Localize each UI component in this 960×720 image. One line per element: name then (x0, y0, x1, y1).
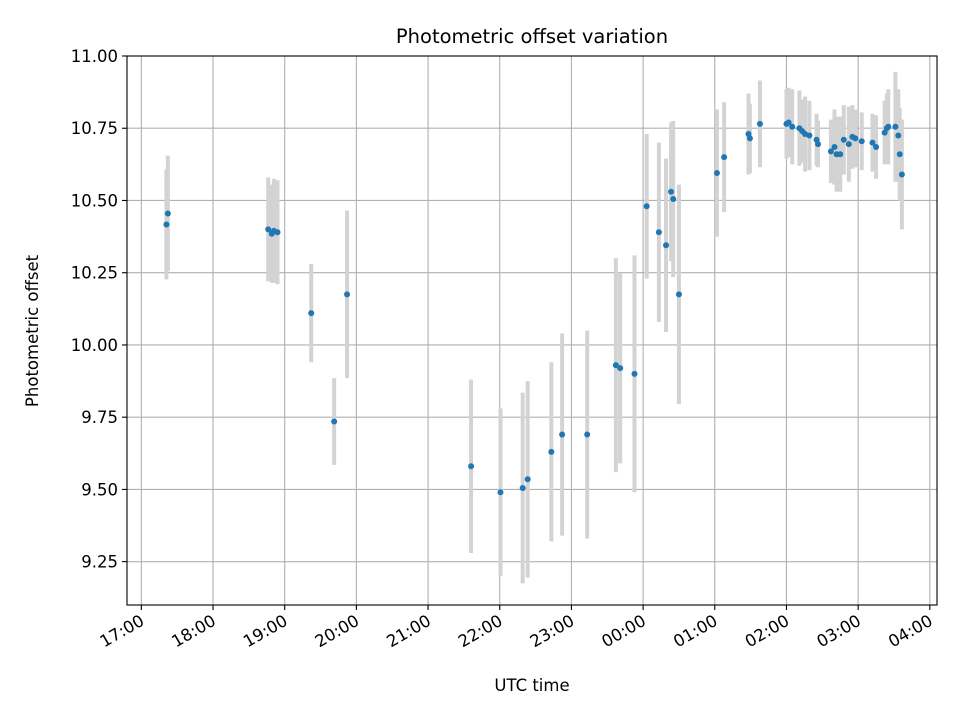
data-point (746, 135, 753, 142)
data-point (497, 489, 504, 496)
data-point (274, 229, 281, 236)
data-point (869, 139, 876, 146)
data-point (519, 484, 526, 491)
x-axis: 17:00 18:00 19:00 20:00 21:00 22:00 23:00 00:00… (97, 605, 936, 651)
data-point (756, 120, 763, 127)
data-point (612, 362, 619, 369)
data-point (858, 138, 865, 145)
x-axis-label: UTC time (494, 676, 569, 695)
y-tick-label: 9.50 (81, 480, 118, 499)
data-point (785, 119, 792, 126)
x-tick-label: 18:00 (168, 611, 219, 651)
x-tick-label: 19:00 (240, 611, 291, 651)
y-tick-label: 9.75 (81, 408, 118, 427)
data-point (873, 144, 880, 151)
data-point (837, 151, 844, 158)
data-point (815, 141, 822, 148)
y-axis: 9.25 9.50 9.75 10.00 10.25 10.50 10.75 11.00 (71, 47, 127, 572)
x-tick-label: 02:00 (742, 611, 793, 651)
y-tick-label: 10.50 (71, 191, 118, 210)
data-point (643, 203, 650, 210)
data-point (885, 123, 892, 130)
x-tick-label: 17:00 (97, 611, 148, 651)
data-point (163, 221, 170, 228)
data-point (713, 170, 720, 177)
data-point (617, 365, 624, 372)
data-point (840, 136, 847, 143)
data-point (308, 310, 315, 317)
data-point (806, 132, 813, 139)
data-point (827, 148, 834, 155)
chart-title: Photometric offset variation (396, 25, 668, 48)
y-tick-label: 11.00 (71, 47, 118, 66)
data-point (584, 431, 591, 438)
x-tick-label: 20:00 (312, 611, 363, 651)
x-tick-label: 01:00 (670, 611, 721, 651)
data-point (663, 242, 670, 249)
data-point (895, 132, 902, 139)
data-point (468, 463, 475, 470)
x-tick-label: 23:00 (527, 611, 578, 651)
data-point (789, 123, 796, 130)
data-point (831, 144, 838, 151)
data-points (163, 119, 905, 496)
x-tick-label: 21:00 (383, 611, 434, 651)
data-point (721, 154, 728, 161)
data-point (668, 188, 675, 195)
data-point (164, 210, 171, 217)
data-point (852, 135, 859, 142)
data-point (675, 291, 682, 298)
data-point (670, 196, 677, 203)
data-point (898, 171, 905, 178)
data-point (892, 123, 899, 130)
x-tick-label: 00:00 (598, 611, 649, 651)
data-point (344, 291, 351, 298)
y-tick-label: 10.25 (71, 264, 118, 283)
x-tick-label: 03:00 (813, 611, 864, 651)
grid-lines (127, 55, 937, 605)
y-tick-label: 10.00 (71, 336, 118, 355)
data-point (655, 229, 662, 236)
y-axis-label: Photometric offset (23, 254, 42, 407)
data-point (559, 431, 566, 438)
data-point (845, 141, 852, 148)
data-point (331, 418, 338, 425)
data-point (631, 370, 638, 377)
x-tick-label: 22:00 (455, 611, 506, 651)
x-tick-label: 04:00 (885, 611, 936, 651)
data-point (265, 226, 272, 233)
y-tick-label: 9.25 (81, 553, 118, 572)
data-point (896, 151, 903, 158)
y-tick-label: 10.75 (71, 119, 118, 138)
data-point (524, 476, 531, 483)
data-point (548, 448, 555, 455)
plot-frame (126, 55, 938, 606)
error-bars (164, 71, 904, 584)
